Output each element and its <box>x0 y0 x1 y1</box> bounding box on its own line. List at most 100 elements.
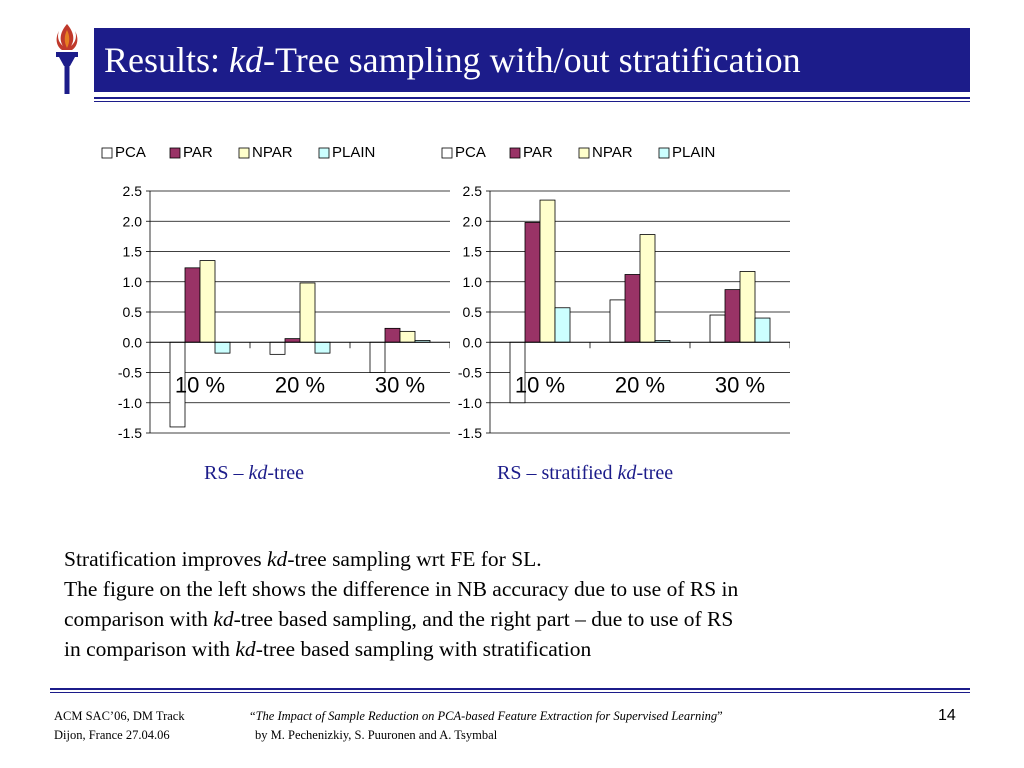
body-line-2: The figure on the left shows the differe… <box>64 577 739 601</box>
chart-right-svg: PCA PAR NPAR PLAIN 2.5 2.0 1.5 1.0 0.5 0.0 -0.5 -1.… <box>441 144 790 441</box>
y-tick-label: 2.5 <box>463 183 483 199</box>
chart-left-svg: PCA PAR NPAR PLAIN 2.5 2.0 1.5 1.0 0.5 0.0 -0.5 -1.… <box>101 144 450 441</box>
body-line-4-b: -tree based sampling with stratification <box>255 637 592 661</box>
y-tick-label: 0.5 <box>123 304 143 320</box>
legend-swatch-par <box>169 147 181 159</box>
y-tick-label: -0.5 <box>458 365 482 381</box>
bar-par-0 <box>184 267 201 343</box>
legend-label-npar: NPAR <box>592 144 633 161</box>
slide-title: Results: kd-Tree sampling with/out strat… <box>94 28 970 92</box>
university-torch-logo <box>50 22 84 98</box>
legend-label-plain: PLAIN <box>672 144 715 161</box>
legend-label-par: PAR <box>523 144 553 161</box>
y-tick-label: -0.5 <box>118 365 142 381</box>
y-tick-label: 0.5 <box>463 304 483 320</box>
caption-left-suffix: -tree <box>267 462 304 484</box>
bar-par-1 <box>284 338 301 343</box>
footer-paper-title: The Impact of Sample Reduction on PCA-ba… <box>255 709 718 723</box>
y-tick-label: 1.0 <box>123 274 143 290</box>
title-suffix: -Tree sampling with/out stratification <box>263 40 801 80</box>
bar-npar-0 <box>539 199 556 343</box>
bar-par-0 <box>524 222 541 343</box>
caption-right-prefix: RS – stratified <box>497 462 618 484</box>
y-tick-label: 1.5 <box>123 244 143 260</box>
bar-par-1 <box>624 274 641 343</box>
legend-label-par: PAR <box>183 144 213 161</box>
body-line-1-italic: kd <box>267 547 288 571</box>
x-category-label: 30 % <box>375 372 425 397</box>
legend-swatch-npar <box>238 147 250 159</box>
x-category-label: 20 % <box>615 372 665 397</box>
caption-right: RS – stratified kd-tree <box>497 462 673 485</box>
footer-citation: “The Impact of Sample Reduction on PCA-b… <box>250 707 723 745</box>
body-line-1-a: Stratification improves <box>64 547 268 571</box>
x-category-label: 20 % <box>275 372 325 397</box>
caption-left: RS – kd-tree <box>204 462 304 485</box>
chart-right-legend: PCA PAR NPAR PLAIN <box>441 144 715 161</box>
legend-swatch-plain <box>318 147 330 159</box>
y-tick-label: -1.5 <box>118 425 142 441</box>
bar-pca-1 <box>269 341 286 355</box>
bar-npar-0 <box>199 260 216 343</box>
bar-par-2 <box>724 289 741 343</box>
title-rule-thick <box>94 97 970 99</box>
bar-npar-2 <box>739 271 756 343</box>
body-line-3-italic: kd <box>213 607 234 631</box>
y-tick-label: 0.0 <box>123 334 143 350</box>
title-italic: kd <box>229 40 263 80</box>
legend-label-npar: NPAR <box>252 144 293 161</box>
footer-venue-line-1: ACM SAC’06, DM Track <box>54 709 185 723</box>
bar-plain-0 <box>554 307 571 343</box>
footer-venue: ACM SAC’06, DM Track Dijon, France 27.04… <box>54 707 185 745</box>
x-category-label: 30 % <box>715 372 765 397</box>
body-line-4-italic: kd <box>235 637 256 661</box>
legend-swatch-npar <box>578 147 590 159</box>
bar-plain-1 <box>314 341 331 354</box>
y-tick-label: 2.5 <box>123 183 143 199</box>
footer-rule-thin <box>50 692 970 693</box>
bar-npar-2 <box>399 330 416 343</box>
body-line-3-b: -tree based sampling, and the right part… <box>233 607 734 631</box>
caption-right-italic: kd <box>617 462 637 484</box>
body-line-3: comparison with kd-tree based sampling, … <box>64 604 974 634</box>
body-line-4: in comparison with kd-tree based samplin… <box>64 634 974 664</box>
y-tick-label: 1.0 <box>463 274 483 290</box>
title-prefix: Results: <box>104 40 230 80</box>
legend-swatch-pca <box>441 147 453 159</box>
bar-npar-1 <box>639 234 656 343</box>
legend-swatch-pca <box>101 147 113 159</box>
caption-left-italic: kd <box>248 462 268 484</box>
legend-label-pca: PCA <box>455 144 486 161</box>
body-line-3-a: comparison with <box>64 607 214 631</box>
bar-npar-1 <box>299 282 316 343</box>
y-tick-label: -1.0 <box>458 395 482 411</box>
y-tick-label: 0.0 <box>463 334 483 350</box>
body-line-1: Stratification improves kd-tree sampling… <box>64 544 974 574</box>
y-tick-label: 1.5 <box>463 244 483 260</box>
legend-swatch-plain <box>658 147 670 159</box>
bar-plain-2 <box>754 317 771 343</box>
footer-quote-close: ” <box>717 709 723 723</box>
chart-left: PCA PAR NPAR PLAIN 2.5 2.0 1.5 1.0 0.5 0.0 -0.5 -1.… <box>90 135 450 445</box>
caption-left-prefix: RS – <box>204 462 249 484</box>
y-tick-label: -1.0 <box>118 395 142 411</box>
bar-pca-2 <box>709 314 726 343</box>
bar-par-2 <box>384 327 401 343</box>
title-rule-thin <box>94 101 970 102</box>
legend-swatch-par <box>509 147 521 159</box>
footer-paper-title-line: “The Impact of Sample Reduction on PCA-b… <box>250 707 723 726</box>
caption-right-suffix: -tree <box>636 462 674 484</box>
chart-right: PCA PAR NPAR PLAIN 2.5 2.0 1.5 1.0 0.5 0.0 -0.5 -1.… <box>430 135 790 445</box>
footer-authors: by M. Pechenizkiy, S. Puuronen and A. Ts… <box>255 728 498 742</box>
body-line-4-a: in comparison with <box>64 637 236 661</box>
y-tick-label: -1.5 <box>458 425 482 441</box>
body-line-1-b: -tree sampling wrt FE for SL. <box>287 547 542 571</box>
bar-pca-2 <box>369 341 386 373</box>
body-text: Stratification improves kd-tree sampling… <box>64 544 974 664</box>
chart-left-legend: PCA PAR NPAR PLAIN <box>101 144 375 161</box>
legend-label-plain: PLAIN <box>332 144 375 161</box>
footer-venue-line-2: Dijon, France 27.04.06 <box>54 728 170 742</box>
footer-rule-thick <box>50 688 970 690</box>
x-category-label: 10 % <box>175 372 225 397</box>
bar-plain-0 <box>214 341 231 354</box>
